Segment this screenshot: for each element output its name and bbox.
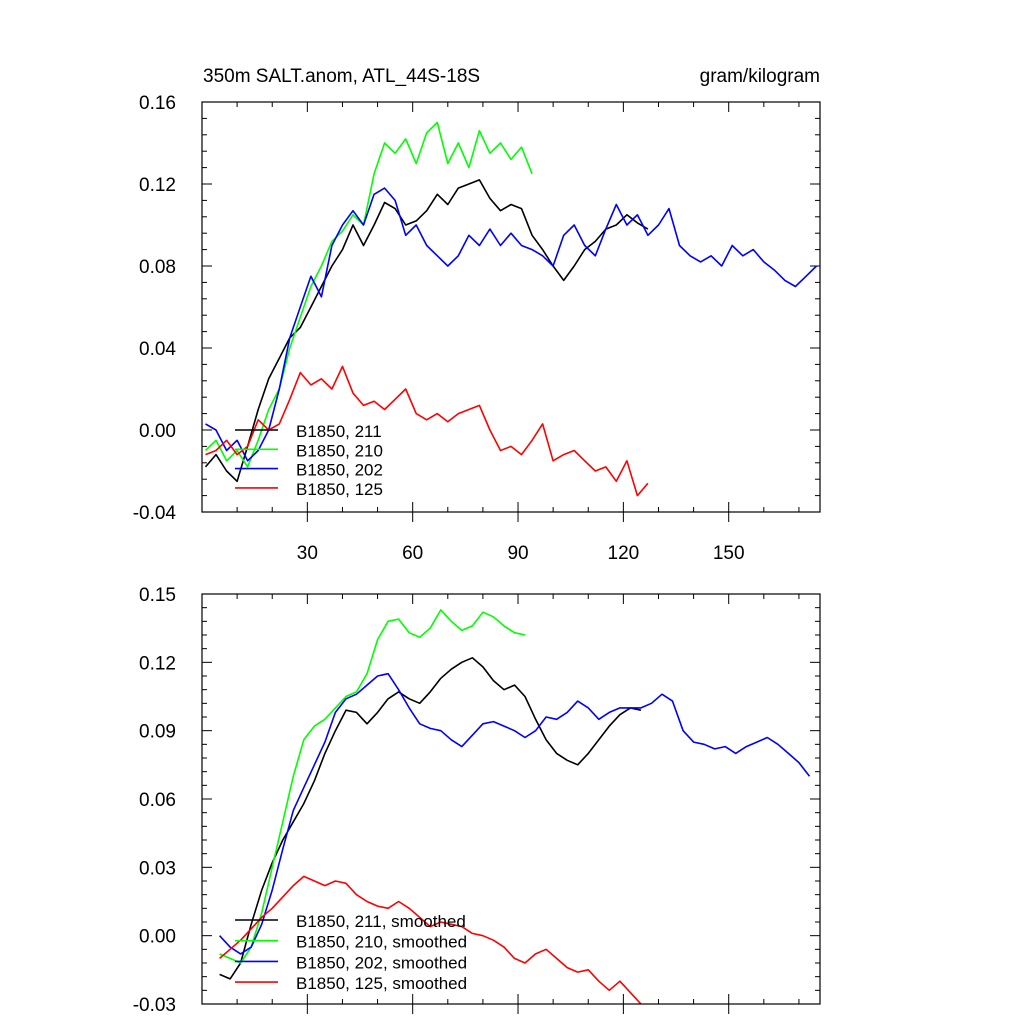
chart-title-left: 350m SALT.anom, ATL_44S-18S [203,66,480,87]
bottom-y-tick-label: 0.03 [139,858,176,879]
top-x-tick-label: 120 [608,543,640,564]
top-chart-panel: 350m SALT.anom, ATL_44S-18S gram/kilogra… [133,66,821,564]
top-x-tick-label: 60 [402,543,423,564]
bottom-series-line [219,672,811,955]
bottom-legend-label: B1850, 125, smoothed [296,974,467,993]
bottom-series-line [219,875,642,1005]
top-y-tick-label: 0.00 [139,421,176,442]
top-legend-label: B1850, 125 [296,480,383,499]
chart-units-label: gram/kilogram [700,66,820,87]
bottom-y-tick-label: 0.00 [139,927,176,948]
bottom-legend-label: B1850, 211, smoothed [296,912,466,931]
bottom-series-line [219,656,642,980]
bottom-y-tick-label: 0.09 [139,722,176,743]
bottom-y-tick-label: 0.06 [139,790,176,811]
top-series-line [204,179,649,483]
bottom-y-tick-label: 0.12 [139,653,176,674]
top-x-tick-label: 90 [507,543,528,564]
bottom-plot-frame [201,593,821,1005]
bottom-series-line [219,609,526,964]
top-series-line [204,121,533,468]
top-series-line [205,365,649,497]
top-legend-label: B1850, 202 [296,461,383,480]
top-legend-label: B1850, 211 [296,422,382,441]
top-plot-frame [201,101,821,513]
top-y-tick-label: -0.04 [133,503,177,524]
bottom-y-tick-label: -0.03 [133,995,176,1016]
top-legend-label: B1850, 210 [296,441,383,460]
bottom-chart-panel: -0.03 0.00 0.03 0.06 0.09 0.12 0.15 B1850, 211… [133,585,821,1016]
bottom-legend-label: B1850, 210, smoothed [296,933,467,952]
bottom-y-tick-label: 0.15 [139,585,176,606]
bottom-legend-label: B1850, 202, smoothed [296,953,467,972]
top-y-tick-label: 0.04 [139,339,176,360]
top-y-tick-label: 0.12 [139,175,176,196]
top-series-line [205,187,818,462]
top-y-tick-label: 0.16 [139,93,176,114]
top-x-tick-label: 30 [297,543,318,564]
top-y-tick-label: 0.08 [139,257,176,278]
top-x-tick-label: 150 [713,543,745,564]
